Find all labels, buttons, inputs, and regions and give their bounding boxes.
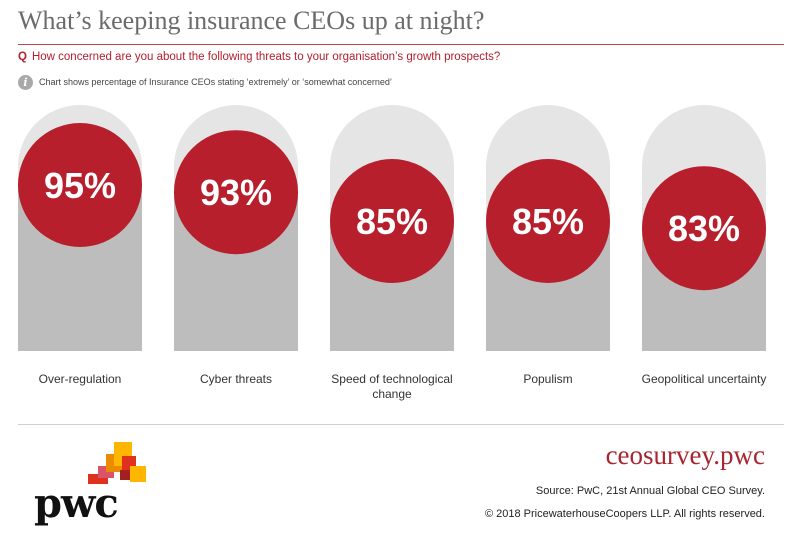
category-label-1: Cyber threats xyxy=(200,372,272,386)
value-circle-2 xyxy=(330,159,454,283)
source-text: Source: PwC, 21st Annual Global CEO Surv… xyxy=(535,485,765,497)
value-circle-0 xyxy=(18,123,142,247)
value-label-3: 85% xyxy=(512,201,584,242)
category-label-3: Populism xyxy=(523,372,572,386)
info-icon: i xyxy=(18,74,33,90)
value-label-4: 83% xyxy=(668,208,740,249)
pwc-logo-mark xyxy=(88,442,146,484)
category-label-2: Speed of technological change xyxy=(331,372,452,401)
value-label-2: 85% xyxy=(356,201,428,242)
footer-divider xyxy=(18,424,784,425)
question-text: How concerned are you about the followin… xyxy=(31,51,501,63)
title-divider xyxy=(18,44,784,45)
survey-question: Q How concerned are you about the followi… xyxy=(18,51,500,63)
threat-chart: 95% Over-regulation 93% Cyber threats 85% Spe… xyxy=(18,105,767,401)
value-label-1: 93% xyxy=(200,172,272,213)
category-label-4: Geopolitical uncertainty xyxy=(642,372,767,386)
copyright-text: © 2018 PricewaterhouseCoopers LLP. All r… xyxy=(484,508,765,520)
value-circle-3 xyxy=(486,159,610,283)
value-label-0: 95% xyxy=(44,165,116,206)
chart-note: i Chart shows percentage of Insurance CE… xyxy=(18,73,392,91)
value-circle-4 xyxy=(642,166,766,291)
value-circle-1 xyxy=(174,130,298,255)
note-text: Chart shows percentage of Insurance CEOs… xyxy=(39,77,392,87)
pwc-logo-text: pwc xyxy=(34,480,119,527)
question-prefix: Q xyxy=(18,51,27,63)
category-label-0: Over-regulation xyxy=(39,372,122,386)
pwc-logo: pwc xyxy=(34,440,154,532)
chart-title: What’s keeping insurance CEOs up at nigh… xyxy=(18,6,485,35)
website-link[interactable]: ceosurvey.pwc xyxy=(605,440,765,470)
